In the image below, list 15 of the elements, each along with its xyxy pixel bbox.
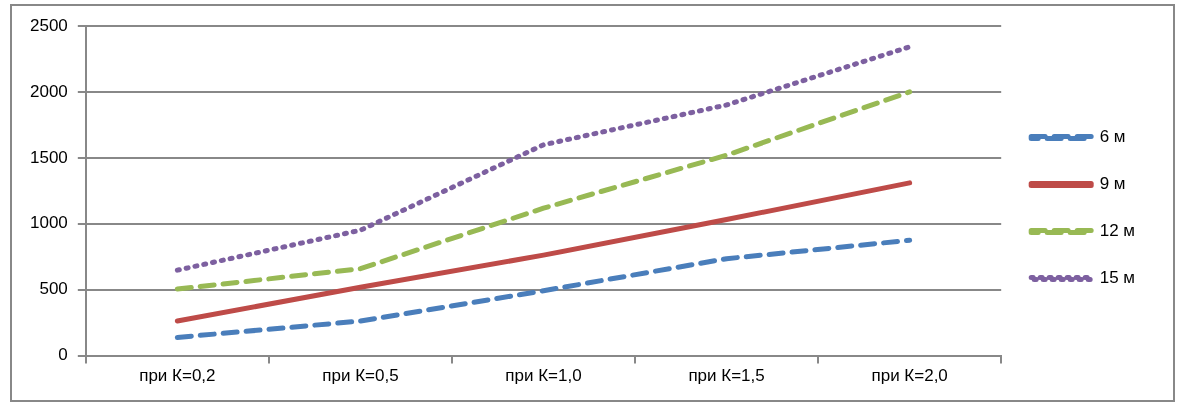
y-tick-label: 2000 — [29, 81, 68, 101]
x-tick-label: при К=1,5 — [688, 366, 765, 386]
x-tick-label: при К=1,0 — [505, 366, 582, 386]
y-tick-label: 1500 — [29, 147, 68, 167]
legend-label: 12 м — [1099, 221, 1136, 241]
y-tick-label: 1000 — [29, 213, 68, 233]
x-tick-label: при К=2,0 — [871, 366, 948, 386]
y-tick-label: 0 — [58, 345, 68, 365]
legend-label: 9 м — [1099, 174, 1126, 194]
legend-label: 6 м — [1099, 127, 1126, 147]
y-tick-label: 2500 — [29, 15, 68, 35]
y-tick-label: 500 — [39, 279, 68, 299]
x-tick-label: при К=0,5 — [322, 366, 399, 386]
x-tick-label: при К=0,2 — [139, 366, 216, 386]
legend-label: 15 м — [1099, 268, 1136, 288]
